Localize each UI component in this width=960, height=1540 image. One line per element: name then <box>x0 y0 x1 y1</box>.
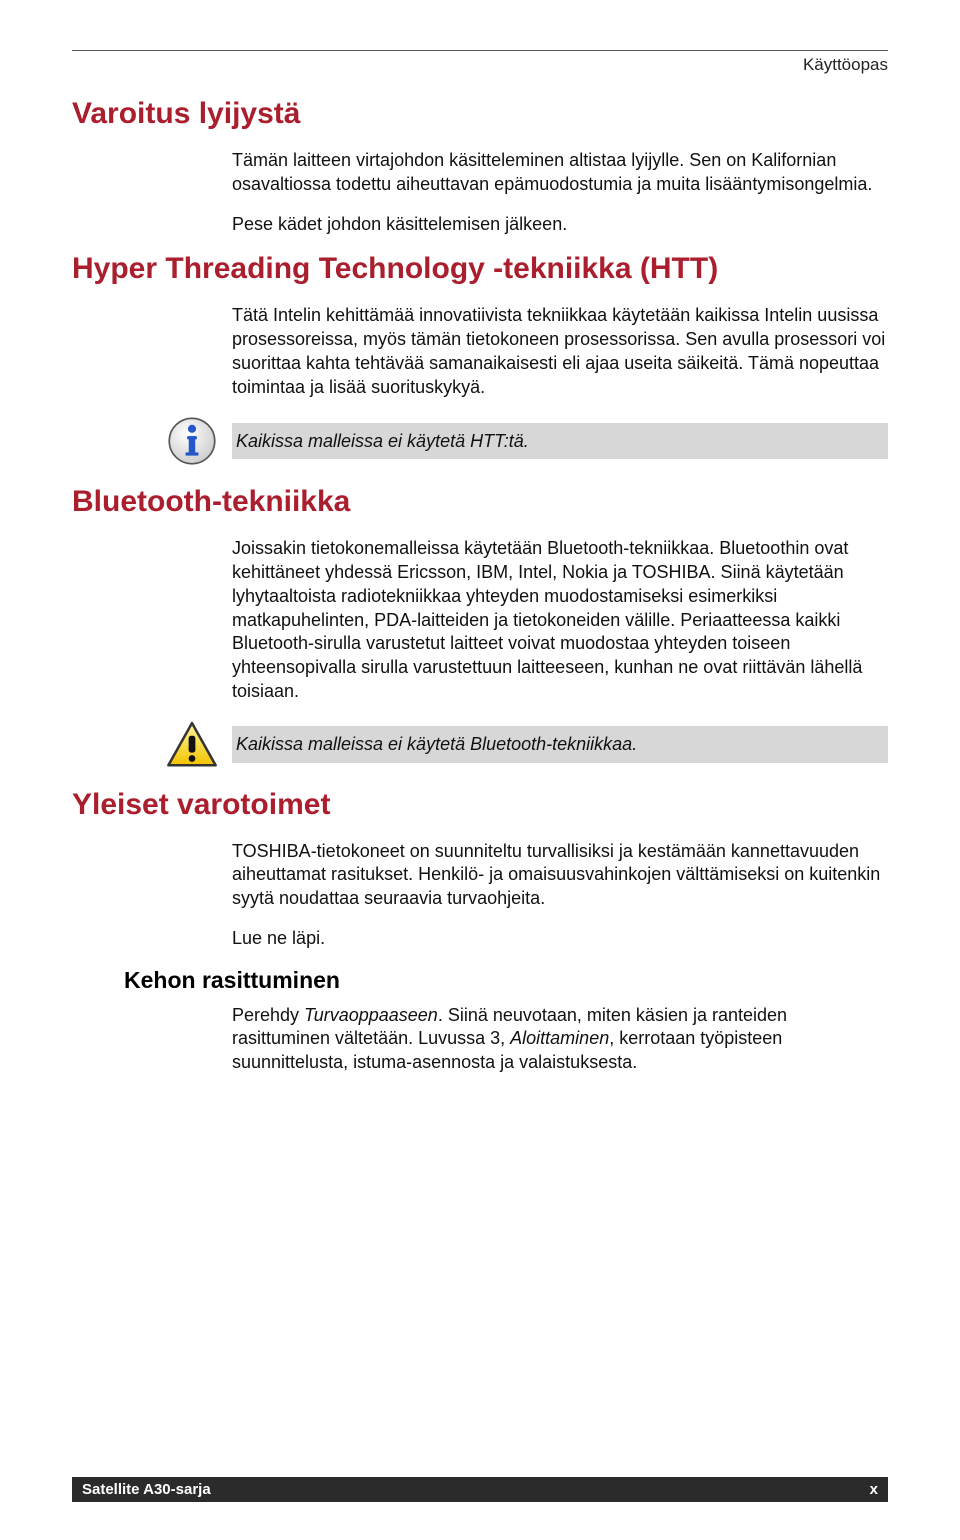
footer-bar: Satellite A30-sarja x <box>72 1477 888 1502</box>
page: Käyttöopas Varoitus lyijystä Tämän laitt… <box>0 0 960 1540</box>
heading-varoitus-lyijysta: Varoitus lyijystä <box>72 97 888 131</box>
note-row: Kaikissa malleissa ei käytetä Bluetooth-… <box>152 720 888 770</box>
note-row: Kaikissa malleissa ei käytetä HTT:tä. <box>152 415 888 467</box>
paragraph: Pese kädet johdon käsittelemisen jälkeen… <box>232 213 888 237</box>
paragraph: Tämän laitteen virtajohdon käsittelemine… <box>232 149 888 197</box>
text: Perehdy <box>232 1005 304 1025</box>
paragraph: TOSHIBA-tietokoneet on suunniteltu turva… <box>232 840 888 911</box>
heading-htt: Hyper Threading Technology -tekniikka (H… <box>72 252 888 286</box>
note-text: Kaikissa malleissa ei käytetä HTT:tä. <box>232 423 888 459</box>
paragraph: Joissakin tietokonemalleissa käytetään B… <box>232 537 888 703</box>
footer-page: x <box>870 1481 878 1498</box>
heading-yleiset-varotoimet: Yleiset varotoimet <box>72 788 888 822</box>
warning-icon <box>152 720 232 770</box>
text-italic: Turvaoppaaseen <box>304 1005 438 1025</box>
note-text: Kaikissa malleissa ei käytetä Bluetooth-… <box>232 726 888 762</box>
subheading-kehon-rasittuminen: Kehon rasittuminen <box>124 967 888 994</box>
header-label: Käyttöopas <box>72 55 888 75</box>
paragraph: Tätä Intelin kehittämää innovatiivista t… <box>232 304 888 399</box>
heading-bluetooth: Bluetooth-tekniikka <box>72 485 888 519</box>
top-rule <box>72 50 888 51</box>
info-icon <box>152 415 232 467</box>
footer-left: Satellite A30-sarja <box>82 1481 211 1498</box>
footer: Satellite A30-sarja x <box>0 1477 960 1502</box>
paragraph: Perehdy Turvaoppaaseen. Siinä neuvotaan,… <box>232 1004 888 1075</box>
paragraph: Lue ne läpi. <box>232 927 888 951</box>
text-italic: Aloittaminen <box>510 1028 609 1048</box>
